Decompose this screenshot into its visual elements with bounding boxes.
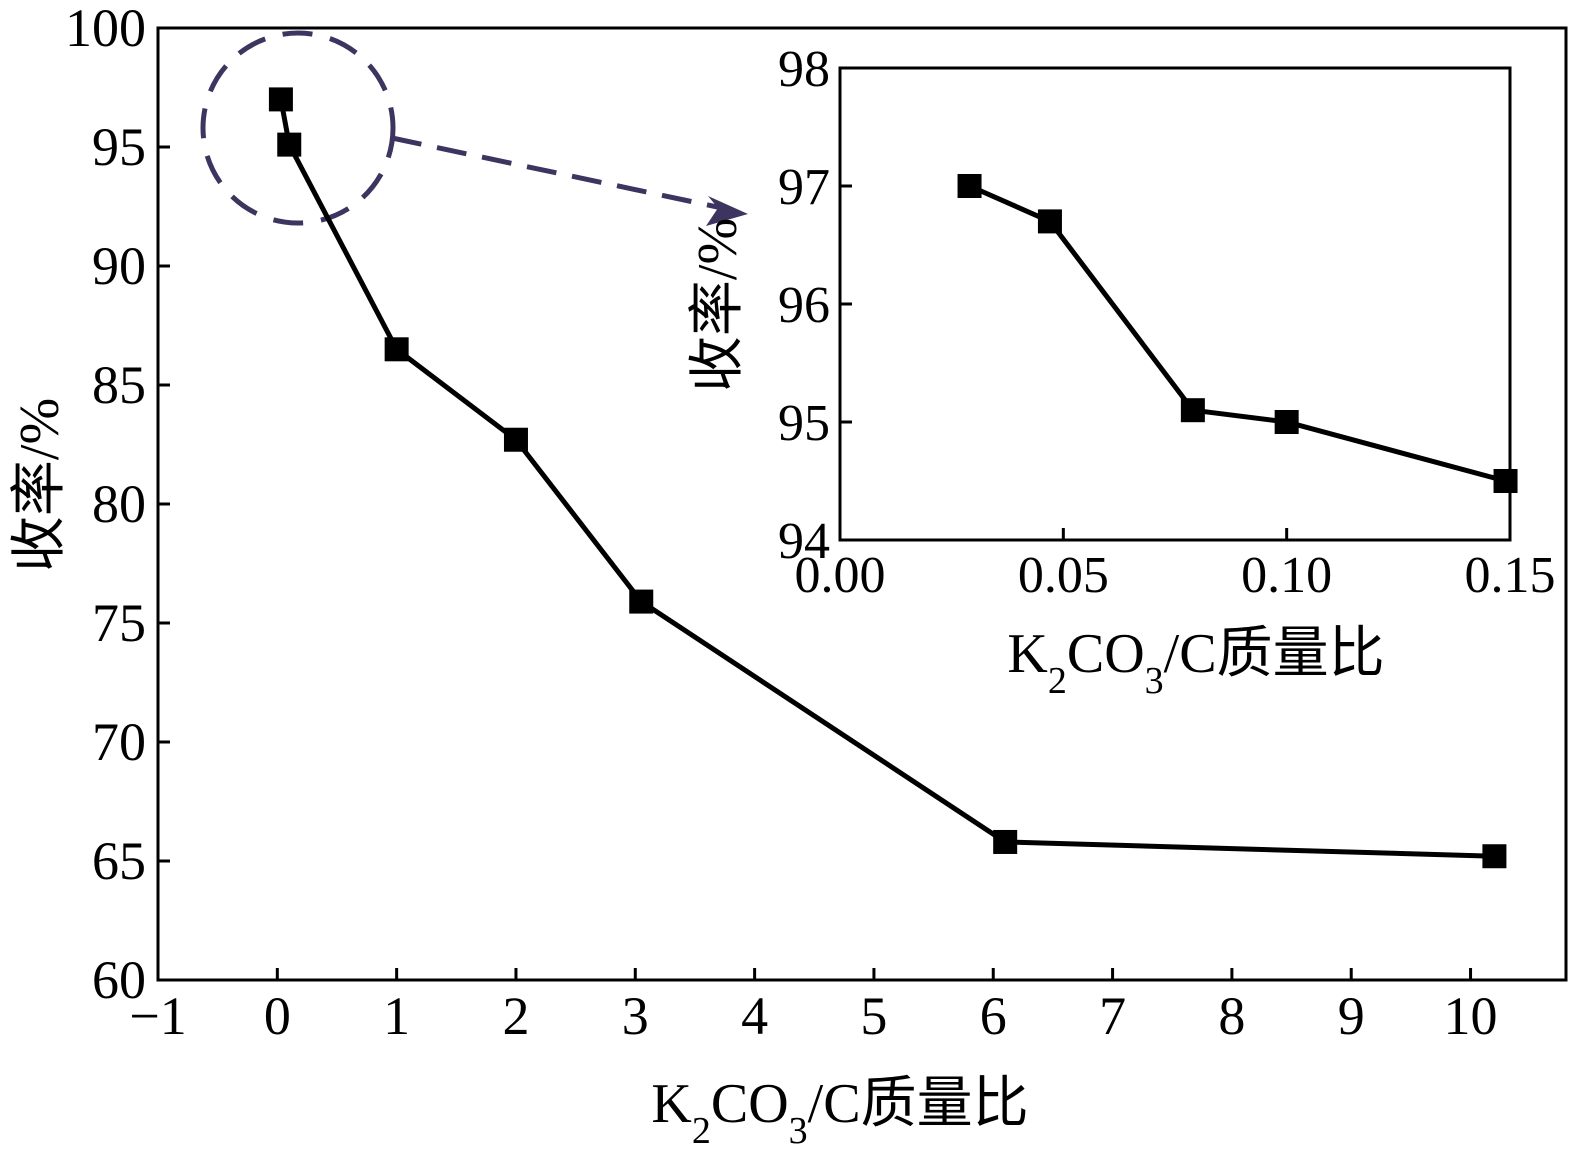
inset-x-axis-title: K2CO3/C质量比 [1007, 623, 1384, 702]
x-tick-label: 4 [741, 986, 768, 1046]
x-tick-label: 0.15 [1465, 547, 1556, 604]
data-point [277, 132, 302, 157]
zoom-arrow-line [391, 135, 723, 211]
inset-series-points [957, 174, 1518, 493]
y-tick-label: 70 [92, 712, 146, 772]
data-point [957, 174, 982, 198]
x-tick-label: 9 [1338, 986, 1365, 1046]
x-tick-label: 8 [1218, 986, 1245, 1046]
y-tick-label: 97 [778, 159, 830, 216]
x-tick-label: −1 [129, 986, 186, 1046]
inset-axis-ticks [838, 66, 1512, 542]
inset-x-tick-labels: 0.00 0.05 0.10 0.15 [795, 547, 1556, 604]
data-point [503, 427, 528, 452]
x-tick-label: 0.00 [795, 547, 886, 604]
main-axis-ticks [156, 26, 1473, 982]
x-tick-label: 0.05 [1018, 547, 1109, 604]
x-tick-label: 0 [264, 986, 291, 1046]
zoom-arrow-head [706, 196, 748, 226]
x-tick-label: 10 [1444, 986, 1498, 1046]
main-x-axis-title: K2CO3/C质量比 [651, 1073, 1028, 1152]
inset-plot-frame [838, 66, 1512, 542]
x-tick-label: 2 [502, 986, 529, 1046]
y-tick-label: 94 [778, 513, 830, 570]
data-point [1274, 410, 1299, 434]
main-y-tick-labels: 60 65 70 75 80 85 90 95 100 [65, 0, 146, 1010]
y-tick-label: 60 [92, 950, 146, 1010]
data-point [1482, 844, 1507, 869]
x-tick-label: 7 [1099, 986, 1126, 1046]
main-series-points [268, 87, 1507, 869]
y-tick-label: 80 [92, 474, 146, 534]
y-tick-label: 96 [778, 277, 830, 334]
main-y-axis-title: 收率/% [9, 398, 71, 572]
y-tick-label: 95 [92, 117, 146, 177]
y-tick-label: 90 [92, 236, 146, 296]
x-tick-label: 3 [622, 986, 649, 1046]
y-tick-label: 65 [92, 831, 146, 891]
inset-y-axis-title: 收率/% [687, 218, 749, 392]
main-x-tick-labels: −1 0 1 2 3 4 5 6 7 8 9 10 [129, 986, 1497, 1046]
data-point [268, 87, 293, 112]
data-point [1493, 469, 1518, 493]
data-point [993, 829, 1018, 854]
x-tick-label: 0.10 [1241, 547, 1332, 604]
data-point [384, 337, 409, 362]
data-point [1180, 398, 1205, 423]
y-tick-label: 98 [778, 41, 830, 98]
x-tick-label: 1 [383, 986, 410, 1046]
zoom-circle [200, 30, 396, 226]
y-tick-label: 95 [778, 395, 830, 452]
x-tick-label: 6 [980, 986, 1007, 1046]
x-tick-label: 5 [860, 986, 887, 1046]
inset-y-tick-labels: 94 95 96 97 98 [778, 41, 830, 570]
y-tick-label: 75 [92, 593, 146, 653]
y-tick-label: 100 [65, 0, 146, 58]
data-point [1037, 209, 1062, 234]
data-point [629, 589, 654, 614]
y-tick-label: 85 [92, 355, 146, 415]
